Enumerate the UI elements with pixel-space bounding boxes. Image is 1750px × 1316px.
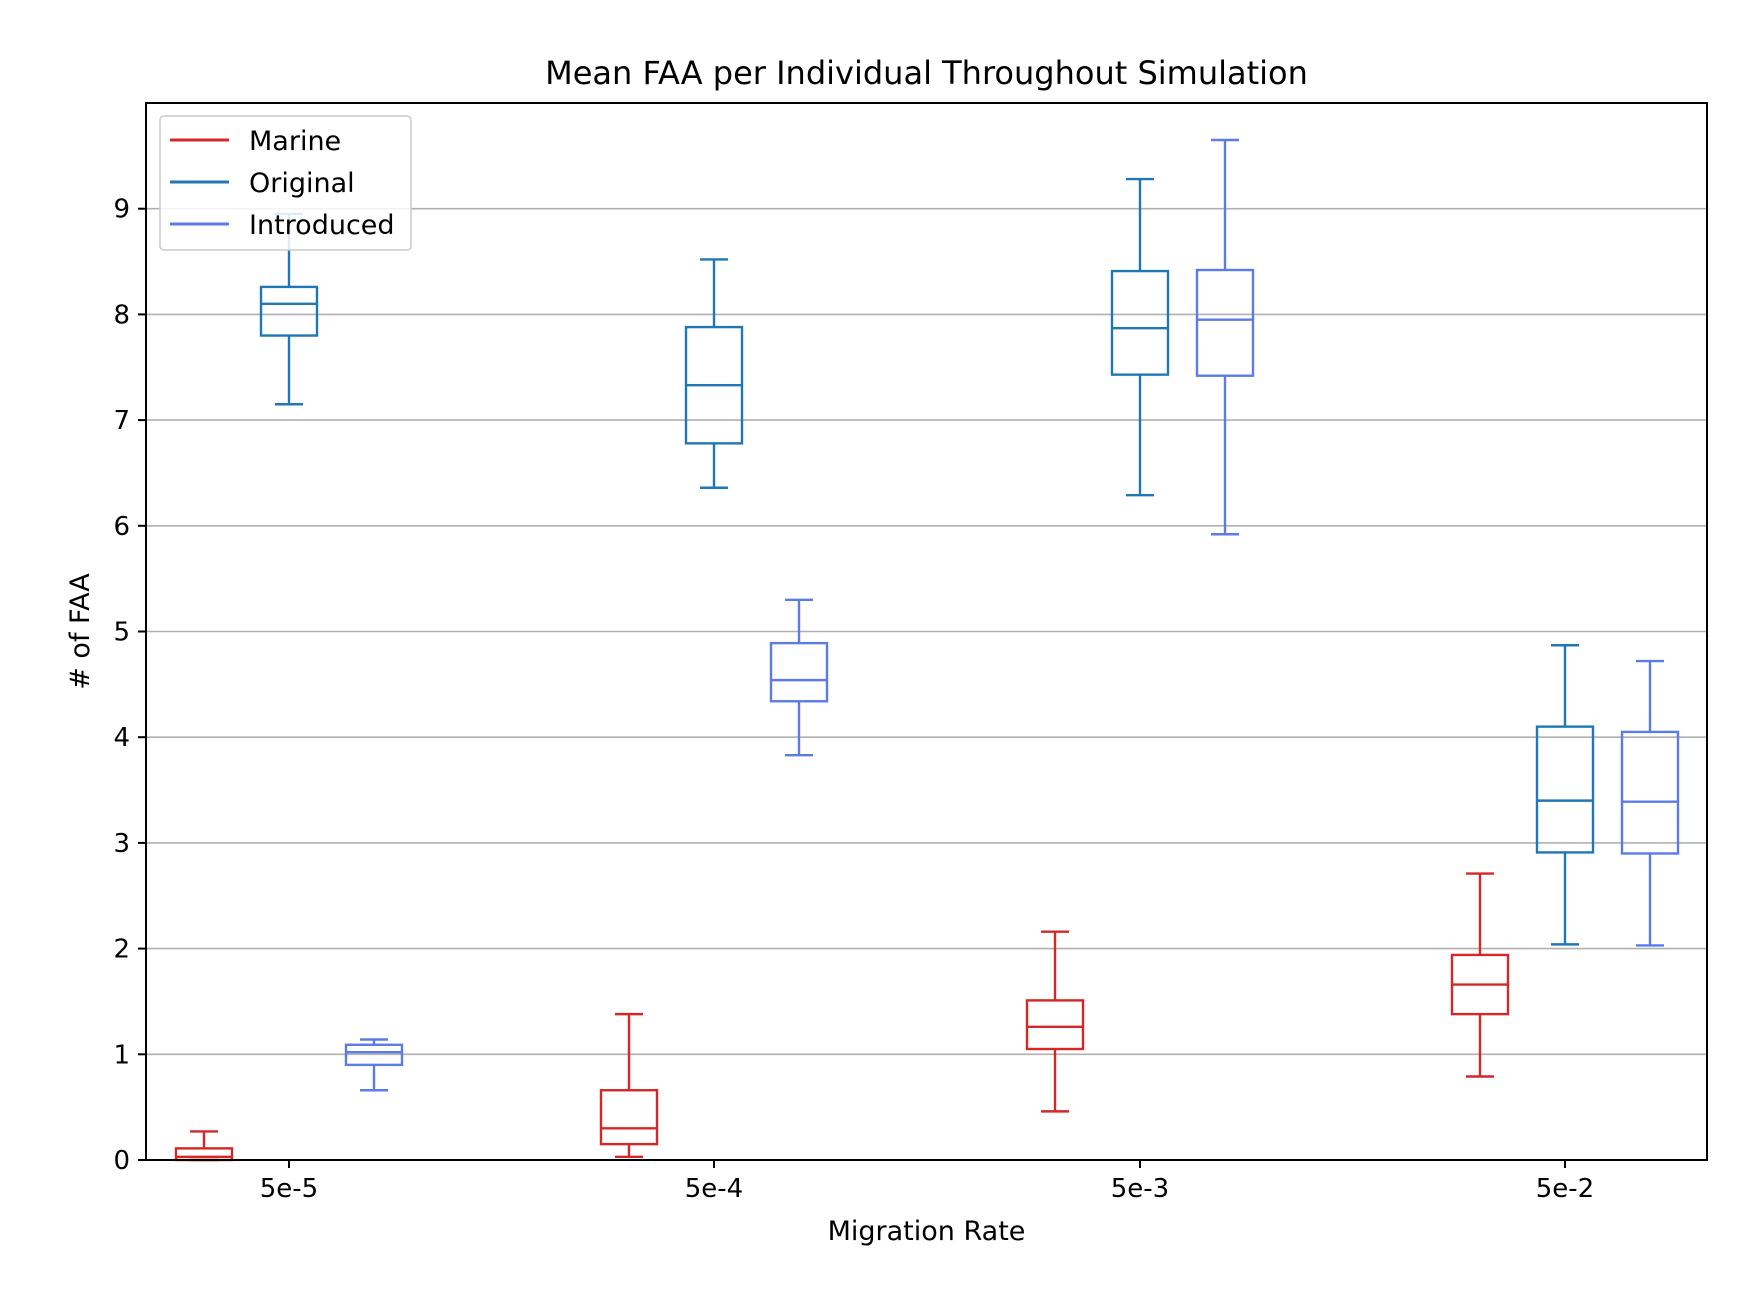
box-introduced-5e-5 xyxy=(344,1038,404,1092)
x-tick-label: 5e-3 xyxy=(1111,1174,1169,1204)
chart-title: Mean FAA per Individual Throughout Simul… xyxy=(545,54,1308,92)
iqr-box xyxy=(1110,269,1170,376)
legend-label-marine: Marine xyxy=(249,126,341,157)
y-tick-label: 4 xyxy=(113,723,130,753)
box-introduced-5e-2 xyxy=(1620,659,1680,947)
y-tick-label: 0 xyxy=(113,1146,130,1176)
iqr-box xyxy=(344,1043,404,1067)
y-tick-label: 7 xyxy=(113,406,130,436)
iqr-box xyxy=(769,641,829,703)
y-tick-label: 9 xyxy=(113,195,130,225)
legend-label-original: Original xyxy=(249,168,355,199)
x-tick-label: 5e-4 xyxy=(685,1174,743,1204)
series-introduced xyxy=(344,138,1680,1092)
box-original-5e-4 xyxy=(684,258,744,489)
legend-box xyxy=(159,115,412,251)
series-marine xyxy=(174,872,1510,1162)
y-tick-label: 5 xyxy=(113,618,130,648)
y-tick-label: 6 xyxy=(113,512,130,542)
x-tick-label: 5e-5 xyxy=(260,1174,318,1204)
box-marine-5e-4 xyxy=(599,1012,659,1159)
iqr-box xyxy=(1535,725,1595,854)
box-marine-5e-3 xyxy=(1025,930,1085,1113)
iqr-box xyxy=(1620,730,1680,855)
x-axis-label: Migration Rate xyxy=(828,1216,1026,1247)
iqr-box xyxy=(1025,999,1085,1051)
box-original-5e-3 xyxy=(1110,177,1170,497)
box-original-5e-2 xyxy=(1535,644,1595,946)
axis-ticks: 0 1 2 3 4 5 6 7 8 9 5e-5 5e-4 5e-3 5e-2 xyxy=(113,195,1594,1204)
y-tick-label: 8 xyxy=(113,300,130,330)
y-tick-label: 2 xyxy=(113,935,130,965)
y-tick-label: 1 xyxy=(113,1040,130,1070)
iqr-box xyxy=(599,1089,659,1146)
legend: Marine Original Introduced xyxy=(159,115,412,251)
box-introduced-5e-3 xyxy=(1195,138,1255,536)
iqr-box xyxy=(259,285,319,337)
box-marine-5e-2 xyxy=(1450,872,1510,1078)
box-introduced-5e-4 xyxy=(769,598,829,757)
iqr-box xyxy=(1195,268,1255,377)
x-tick-label: 5e-2 xyxy=(1536,1174,1594,1204)
y-axis-label: # of FAA xyxy=(65,573,96,690)
y-tick-label: 3 xyxy=(113,829,130,859)
legend-label-introduced: Introduced xyxy=(249,210,395,241)
